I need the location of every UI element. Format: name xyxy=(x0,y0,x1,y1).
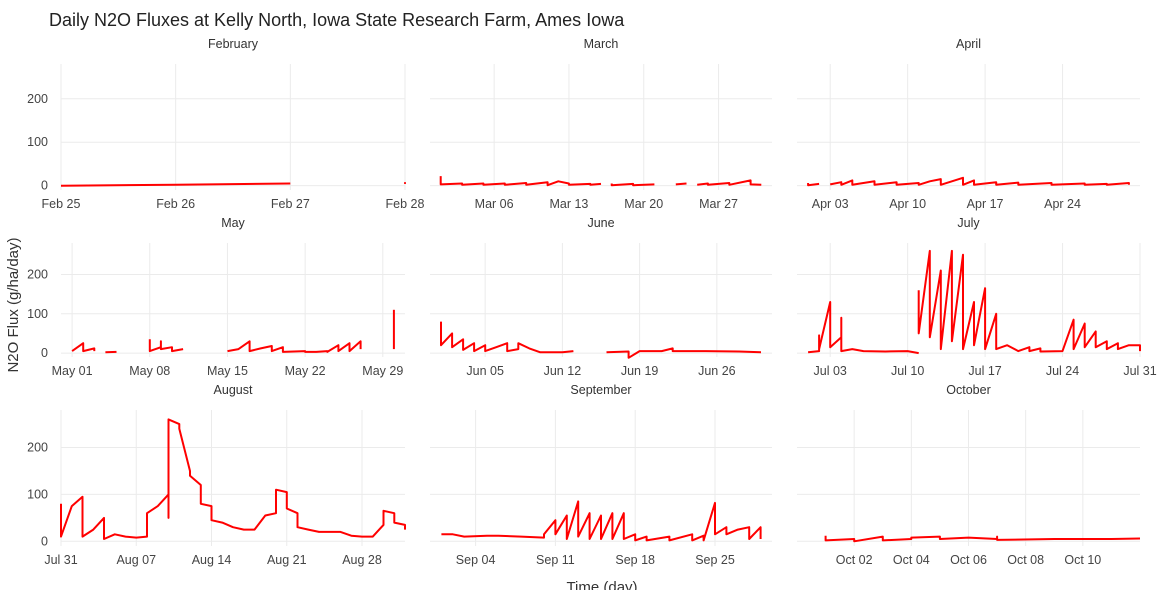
x-tick-label: Feb 25 xyxy=(42,197,81,211)
flux-series-line xyxy=(441,500,762,542)
x-tick-label: May 29 xyxy=(362,364,403,378)
x-tick-label: Mar 27 xyxy=(699,197,738,211)
x-tick-label: Oct 04 xyxy=(893,553,930,567)
x-tick-label: Mar 20 xyxy=(624,197,663,211)
y-tick-label: 0 xyxy=(41,179,48,193)
panel-title: June xyxy=(587,216,614,230)
panel-august: 0 100 200 Jul 31 Aug 07 Aug 14 Aug 21 Aug 28 Aug… xyxy=(27,383,406,567)
y-tick-label: 0 xyxy=(41,534,48,548)
x-tick-label: Jun 05 xyxy=(466,364,504,378)
y-tick-label: 200 xyxy=(27,267,48,281)
panel-title: May xyxy=(221,216,245,230)
x-tick-label: Oct 08 xyxy=(1007,553,1044,567)
x-tick-label: Jun 19 xyxy=(621,364,659,378)
x-tick-label: Feb 26 xyxy=(156,197,195,211)
y-tick-label: 200 xyxy=(27,441,48,455)
x-tick-label: Oct 10 xyxy=(1064,553,1101,567)
x-tick-label: Jul 03 xyxy=(814,364,847,378)
x-tick-label: May 08 xyxy=(129,364,170,378)
x-tick-label: May 01 xyxy=(52,364,93,378)
panel-title: October xyxy=(946,383,990,397)
panel-may: 0 100 200 May 01 May 08 May 15 May 22 May 29 May xyxy=(27,216,405,378)
flux-series-line xyxy=(675,182,687,186)
x-tick-label: Mar 06 xyxy=(475,197,514,211)
panel-title: April xyxy=(956,37,981,51)
flux-series-line xyxy=(917,249,1141,353)
flux-series-line xyxy=(697,179,762,186)
panel-july: Jul 03 Jul 10 Jul 17 Jul 24 Jul 31 July xyxy=(797,216,1157,378)
flux-series-line xyxy=(610,182,655,187)
flux-series-line xyxy=(807,182,820,187)
x-tick-label: Sep 18 xyxy=(615,553,655,567)
x-tick-label: Feb 27 xyxy=(271,197,310,211)
x-tick-label: May 15 xyxy=(207,364,248,378)
x-tick-label: Sep 25 xyxy=(695,553,735,567)
panel-june: Jun 05 Jun 12 Jun 19 Jun 26 June xyxy=(430,216,772,378)
x-tick-label: Feb 28 xyxy=(386,197,425,211)
x-tick-label: Jun 12 xyxy=(544,364,582,378)
panel-title: July xyxy=(957,216,980,230)
y-tick-label: 100 xyxy=(27,487,48,501)
x-tick-label: Jul 31 xyxy=(1123,364,1156,378)
x-tick-label: May 22 xyxy=(285,364,326,378)
x-tick-label: Aug 07 xyxy=(116,553,156,567)
x-tick-label: Jul 17 xyxy=(968,364,1001,378)
x-tick-label: Sep 11 xyxy=(536,553,575,567)
panel-october: Oct 02 Oct 04 Oct 06 Oct 08 Oct 10 October xyxy=(797,383,1141,567)
flux-series-line xyxy=(824,535,1141,543)
x-tick-label: Apr 17 xyxy=(967,197,1004,211)
panel-title: March xyxy=(584,37,619,51)
flux-series-line xyxy=(148,339,184,353)
x-tick-label: Oct 06 xyxy=(950,553,987,567)
panel-april: Apr 03 Apr 10 Apr 17 Apr 24 April xyxy=(797,37,1140,211)
x-tick-label: Aug 14 xyxy=(192,553,232,567)
y-axis-label: N2O Flux (g/ha/day) xyxy=(5,237,22,372)
panel-title: September xyxy=(570,383,631,397)
y-tick-label: 200 xyxy=(27,92,48,106)
x-tick-label: Apr 24 xyxy=(1044,197,1081,211)
panel-title: August xyxy=(214,383,253,397)
x-axis-label: Time (day) xyxy=(566,579,637,590)
x-tick-label: Jul 31 xyxy=(44,553,77,567)
x-tick-label: Aug 28 xyxy=(342,553,382,567)
x-tick-label: Aug 21 xyxy=(267,553,307,567)
x-tick-label: Jun 26 xyxy=(698,364,736,378)
panel-september: Sep 04 Sep 11 Sep 18 Sep 25 September xyxy=(430,383,772,567)
y-tick-label: 100 xyxy=(27,135,48,149)
x-tick-label: Sep 04 xyxy=(456,553,496,567)
flux-series-line xyxy=(439,176,602,187)
flux-series-line xyxy=(71,342,96,353)
flux-series-line xyxy=(807,301,919,355)
x-tick-label: Apr 10 xyxy=(889,197,926,211)
y-tick-label: 0 xyxy=(41,346,48,360)
x-tick-label: Apr 03 xyxy=(812,197,849,211)
y-tick-label: 100 xyxy=(27,307,48,321)
flux-series-line xyxy=(606,347,762,359)
x-tick-label: Jul 10 xyxy=(891,364,924,378)
panel-february: 0 100 200 Feb 25 Feb 26 Feb 27 Feb 28 February xyxy=(27,37,424,211)
panel-march: Mar 06 Mar 13 Mar 20 Mar 27 March xyxy=(430,37,772,211)
flux-series-line xyxy=(60,182,291,187)
x-tick-label: Jul 24 xyxy=(1046,364,1079,378)
flux-series-line xyxy=(440,321,574,354)
flux-series-line xyxy=(227,340,362,353)
chart-title: Daily N2O Fluxes at Kelly North, Iowa St… xyxy=(49,10,625,30)
flux-series-line xyxy=(60,418,406,540)
facet-panels: 0 100 200 Feb 25 Feb 26 Feb 27 Feb 28 February M… xyxy=(27,37,1157,567)
x-tick-label: Mar 13 xyxy=(549,197,588,211)
flux-series-line xyxy=(830,176,1130,186)
panel-title: February xyxy=(208,37,259,51)
x-tick-label: Oct 02 xyxy=(836,553,873,567)
